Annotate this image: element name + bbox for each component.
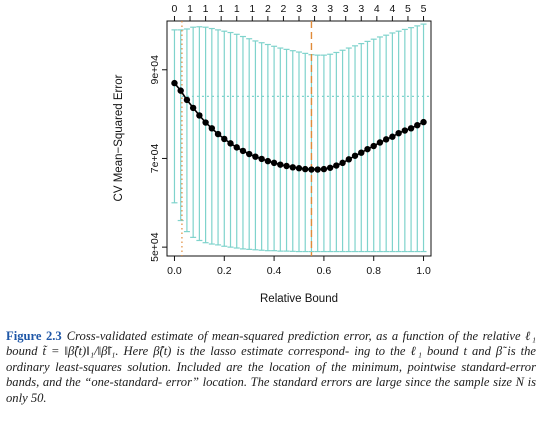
caption-line-2: of the relative ℓ₁ bound t̃ = ‖β̂(t)‖₁/‖…: [6, 329, 537, 359]
cv-error-point: [320, 165, 328, 173]
cv-error-point: [239, 147, 247, 155]
x-tick-label: 0.4: [267, 265, 282, 277]
cv-error-point: [302, 165, 309, 173]
top-tick-label: 3: [296, 3, 302, 15]
cv-error-point: [333, 162, 340, 169]
cv-error-point: [395, 129, 402, 137]
cv-error-point: [358, 149, 365, 156]
cv-error-point: [171, 79, 178, 87]
caption-number: 2.3: [45, 329, 62, 343]
x-tick-label: 0.6: [317, 265, 332, 277]
x-tick-label: 0.2: [217, 265, 232, 277]
cv-error-point: [233, 144, 240, 151]
top-tick-label: 3: [343, 3, 349, 15]
cv-error-point: [339, 159, 346, 167]
top-tick-label: 3: [327, 3, 333, 15]
top-tick-label: 1: [218, 3, 224, 15]
y-axis: 5e+04 7e+04 9e+04: [149, 55, 167, 262]
top-tick-label: 1: [234, 3, 240, 15]
x-tick-label: 0.0: [167, 265, 182, 277]
caption-line-5: error” location. The standard errors are…: [6, 375, 536, 405]
cv-error-point: [295, 165, 303, 172]
cv-error-point: [407, 125, 415, 132]
cv-error-point: [351, 152, 359, 159]
cv-error-point: [370, 142, 377, 150]
cv-error-point: [364, 145, 371, 153]
cv-error-point: [283, 162, 290, 170]
cv-error-point: [264, 157, 272, 165]
plot-area: [171, 21, 431, 256]
caption-label: Figure: [6, 329, 42, 343]
cv-error-point: [289, 164, 296, 171]
cv-error-point: [177, 87, 184, 94]
top-tick-label: 5: [405, 3, 411, 15]
top-tick-label: 4: [374, 3, 380, 15]
cv-error-point: [277, 161, 284, 168]
top-tick-label: 5: [421, 3, 427, 15]
y-tick-label: 9e+04: [149, 55, 161, 85]
cv-error-point: [221, 135, 228, 143]
x-tick-label: 0.8: [366, 265, 381, 277]
top-tick-label: 1: [187, 3, 193, 15]
top-tick-label: 1: [249, 3, 255, 15]
cv-error-point: [401, 127, 409, 134]
cv-error-point: [314, 166, 321, 173]
x-tick-label: 1.0: [416, 265, 431, 277]
top-tick-label: 1: [203, 3, 209, 15]
y-tick-label: 5e+04: [149, 232, 161, 262]
caption-line-4: location of the minimum, pointwise stand…: [6, 359, 536, 390]
cv-error-point: [214, 130, 222, 138]
figure-caption: Figure 2.3 Cross-validated estimate of me…: [6, 329, 536, 406]
cv-error-point: [270, 159, 278, 167]
top-tick-label: 3: [312, 3, 318, 15]
top-tick-label: 2: [281, 3, 287, 15]
cv-error-point: [414, 121, 421, 129]
cv-error-point: [252, 153, 259, 160]
cv-error-point: [189, 104, 197, 112]
cv-error-point: [326, 164, 334, 171]
top-tick-label: 2: [265, 3, 271, 15]
cv-error-point: [202, 119, 209, 126]
top-tick-label: 0: [172, 3, 178, 15]
caption-line-3: ing to the ℓ₁ bound t and β̃ is the ordi…: [6, 344, 536, 374]
cv-error-point: [420, 118, 427, 126]
cv-error-point: [389, 133, 396, 140]
cv-error-point: [258, 155, 265, 163]
cv-error-point: [183, 96, 191, 104]
caption-line-1: Cross-validated estimate of mean-squared…: [66, 329, 444, 343]
cv-error-point: [227, 140, 234, 147]
cv-error-point: [376, 139, 384, 146]
x-axis: 0.0 0.2 0.4 0.6 0.8 1.0: [167, 256, 431, 277]
cv-error-point: [308, 166, 315, 173]
y-tick-label: 7e+04: [149, 144, 161, 174]
top-tick-label: 3: [358, 3, 364, 15]
x-axis-title: Relative Bound: [260, 293, 338, 305]
cv-error-point: [196, 112, 203, 119]
cv-error-point: [208, 125, 216, 132]
y-axis-title: CV Mean−Squared Error: [113, 74, 125, 201]
cv-error-point: [382, 136, 390, 143]
top-tick-label: 4: [389, 3, 395, 15]
cv-error-point: [245, 150, 253, 158]
cv-error-point: [345, 156, 353, 163]
